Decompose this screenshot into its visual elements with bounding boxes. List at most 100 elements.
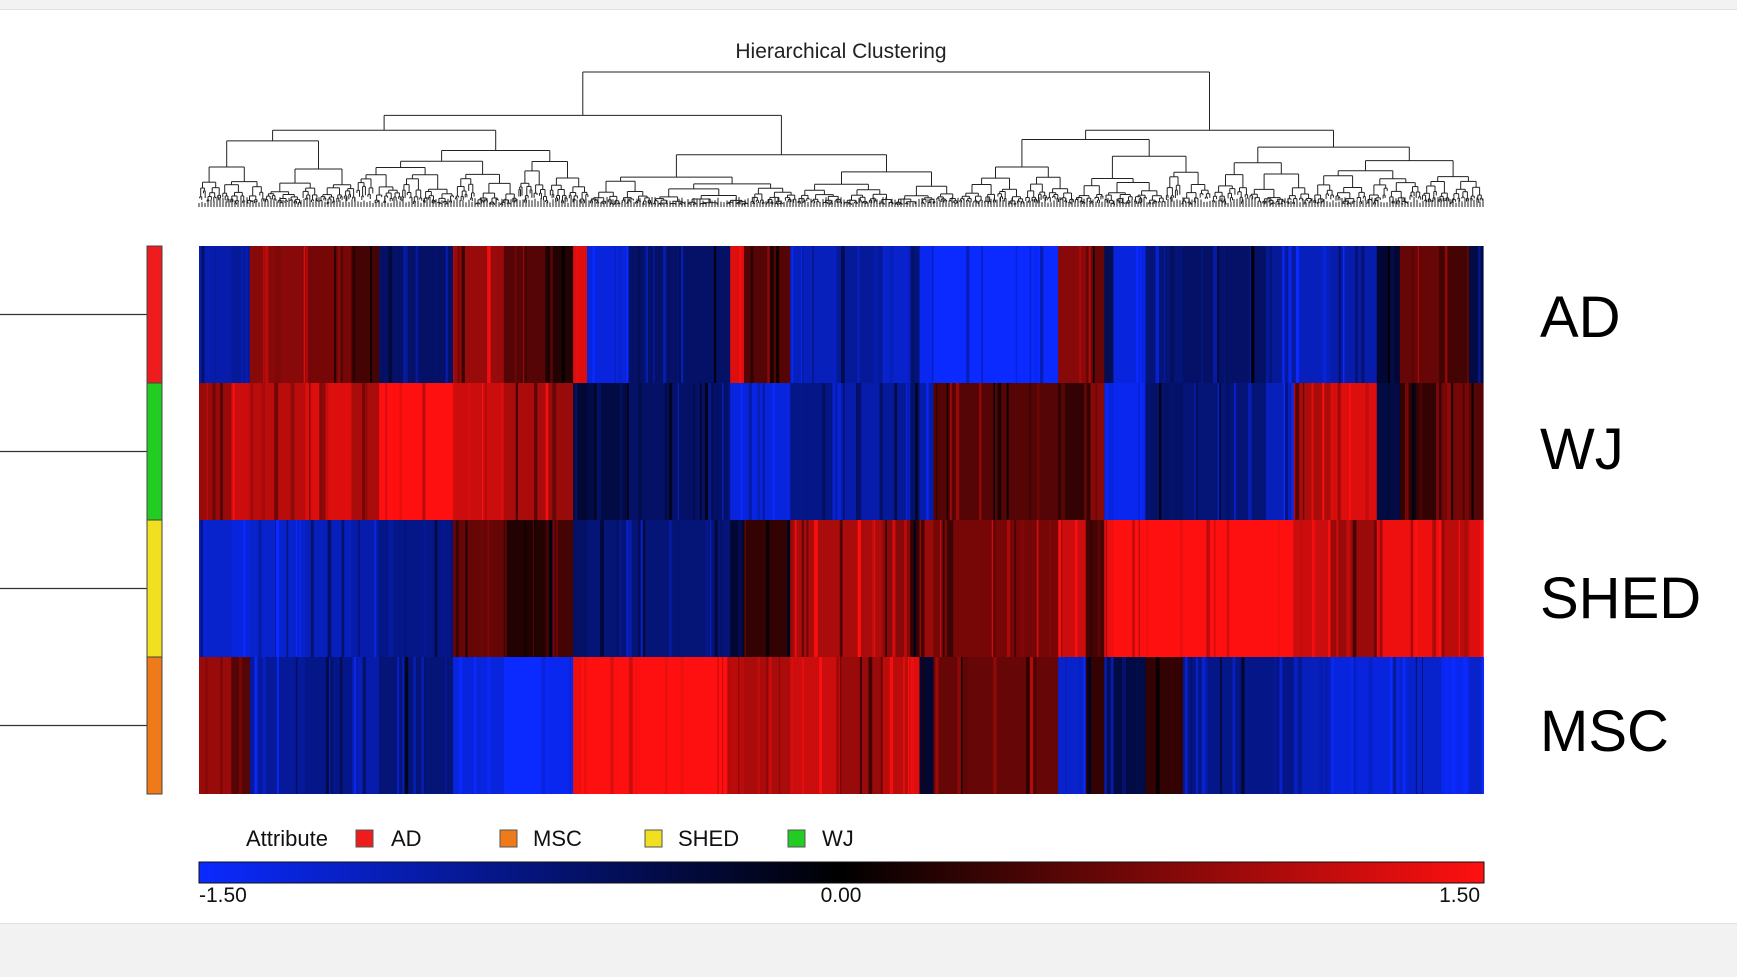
heat-stripe [915, 383, 918, 520]
heat-stripe [487, 657, 491, 794]
heat-stripe [468, 383, 470, 520]
heat-cell [305, 383, 353, 520]
heat-stripe [465, 520, 468, 657]
heat-stripe [1011, 246, 1016, 383]
heat-stripe [956, 383, 960, 520]
heat-stripe [874, 246, 878, 383]
heat-stripe [908, 383, 912, 520]
heat-stripe [250, 383, 253, 520]
heat-stripe [220, 657, 223, 794]
heat-stripe [299, 520, 301, 657]
heat-cell [790, 383, 837, 520]
heat-stripe [738, 520, 742, 657]
heat-stripe [813, 520, 818, 657]
heat-stripe [642, 520, 646, 657]
heat-stripe [1328, 520, 1331, 657]
heat-stripe [903, 520, 907, 657]
heat-stripe [619, 657, 622, 794]
heat-stripe [1194, 383, 1196, 520]
heat-stripe [925, 383, 929, 520]
heat-cell [1145, 657, 1184, 794]
heat-stripe [721, 246, 723, 383]
heat-stripe [1288, 246, 1292, 383]
heat-stripe [1311, 383, 1314, 520]
heat-stripe [1123, 657, 1126, 794]
heat-stripe [762, 383, 765, 520]
heat-cell [1469, 520, 1484, 657]
heat-cell [305, 246, 353, 383]
heat-cell [1469, 246, 1484, 383]
heat-stripe [214, 246, 217, 383]
heat-cell [882, 246, 911, 383]
heat-cell [545, 657, 574, 794]
legend-swatch-1 [499, 829, 518, 848]
heat-stripe [277, 246, 281, 383]
heat-stripe [1389, 657, 1393, 794]
heat-stripe [1087, 657, 1091, 794]
heat-stripe [1236, 383, 1239, 520]
heat-stripe [1220, 657, 1222, 794]
heat-stripe [951, 246, 954, 383]
heat-stripe [485, 383, 487, 520]
heat-stripe [1058, 520, 1061, 657]
scale-mid-label: 0.00 [821, 884, 862, 907]
heat-stripe [1438, 520, 1443, 657]
heat-stripe [274, 383, 279, 520]
heat-stripe [415, 246, 419, 383]
heat-stripe [879, 383, 884, 520]
heat-stripe [1432, 520, 1437, 657]
heat-stripe [245, 246, 248, 383]
heat-stripe [1074, 520, 1078, 657]
heat-stripe [1312, 520, 1314, 657]
heat-cell [503, 657, 546, 794]
legend-title: Attribute [246, 826, 328, 851]
heat-stripe [1417, 246, 1419, 383]
heat-cell [1469, 383, 1484, 520]
heat-stripe [1233, 383, 1236, 520]
heat-stripe [1285, 383, 1288, 520]
heat-stripe [217, 520, 219, 657]
heat-stripe [1163, 246, 1166, 383]
heat-stripe [319, 383, 323, 520]
heat-stripe [922, 657, 925, 794]
heat-stripe [680, 657, 684, 794]
heat-stripe [1458, 520, 1460, 657]
heat-stripe [628, 657, 633, 794]
heat-stripe [910, 657, 914, 794]
heat-stripe [362, 657, 366, 794]
heat-stripe [1441, 520, 1445, 657]
heat-stripe [403, 246, 405, 383]
heat-stripe [1040, 246, 1044, 383]
heat-stripe [262, 246, 265, 383]
heat-stripe [620, 383, 623, 520]
heat-stripe [1390, 246, 1394, 383]
heat-stripe [693, 383, 695, 520]
row-attribute-3 [146, 656, 163, 795]
heat-stripe [1337, 520, 1340, 657]
heat-stripe [942, 520, 945, 657]
heat-stripe [341, 520, 345, 657]
heat-stripe [1247, 383, 1252, 520]
heat-cell [573, 246, 588, 383]
heat-stripe [556, 520, 558, 657]
heat-stripe [1049, 520, 1051, 657]
heat-stripe [600, 520, 604, 657]
heat-stripe [547, 383, 550, 520]
heat-stripe [1159, 657, 1162, 794]
heat-cell [573, 520, 588, 657]
heat-cell [545, 246, 574, 383]
heat-stripe [714, 520, 718, 657]
heat-cell [910, 383, 921, 520]
heat-stripe [1196, 657, 1199, 794]
heat-stripe [442, 520, 445, 657]
heat-stripe [1446, 383, 1451, 520]
heat-stripe [358, 657, 361, 794]
heat-stripe [668, 520, 672, 657]
heat-stripe [275, 520, 280, 657]
heat-stripe [641, 520, 643, 657]
heat-stripe [424, 520, 426, 657]
heat-stripe [1036, 520, 1039, 657]
heat-stripe [935, 383, 938, 520]
heat-stripe [1444, 246, 1448, 383]
heat-stripe [1405, 383, 1409, 520]
